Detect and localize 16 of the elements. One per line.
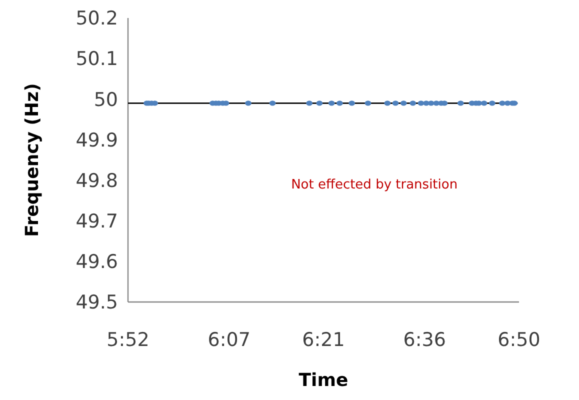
annotation: Not effected by transition bbox=[291, 177, 458, 192]
y-tick-label: 50.2 bbox=[76, 8, 118, 30]
x-axis-title: Time bbox=[298, 370, 348, 391]
y-tick-label: 49.8 bbox=[76, 170, 118, 192]
x-tick-label: 6:36 bbox=[403, 329, 446, 351]
y-tick-label: 50 bbox=[94, 88, 118, 111]
y-axis-title: Frequency (Hz) bbox=[22, 83, 43, 237]
x-tick-label: 6:07 bbox=[208, 329, 250, 351]
y-tick-label: 49.5 bbox=[76, 292, 118, 314]
y-tick-label: 49.9 bbox=[76, 129, 118, 152]
y-tick-label: 49.7 bbox=[76, 210, 118, 233]
y-tick-label: 50.1 bbox=[76, 48, 118, 70]
x-tick-label: 6:50 bbox=[498, 329, 540, 351]
y-tick-label: 49.6 bbox=[76, 251, 118, 274]
x-tick-label: 5:52 bbox=[106, 329, 150, 351]
x-tick-label: 6:21 bbox=[302, 329, 345, 351]
